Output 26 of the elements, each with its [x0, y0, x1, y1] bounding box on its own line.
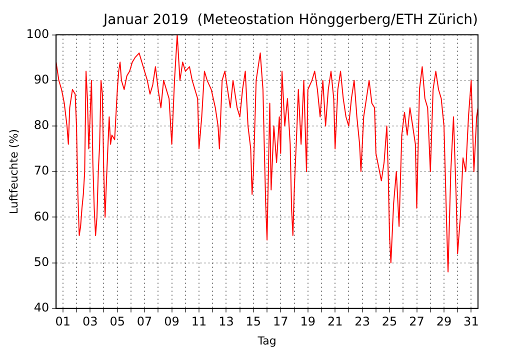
- x-tick-label: 25: [382, 314, 398, 329]
- x-tick-label: 29: [436, 314, 452, 329]
- x-tick-label: 17: [273, 314, 288, 329]
- y-tick-label: 40: [34, 300, 50, 315]
- x-axis-title: Tag: [256, 334, 276, 348]
- x-tick-label: 11: [191, 314, 207, 329]
- x-tick-label: 19: [300, 314, 316, 329]
- x-tick-label: 13: [218, 314, 234, 329]
- x-tick-label: 09: [164, 314, 180, 329]
- x-tick-label: 21: [327, 314, 343, 329]
- y-tick-label: 70: [34, 164, 50, 178]
- x-tick-label: 07: [136, 314, 152, 329]
- x-tick-label: 23: [354, 314, 370, 329]
- y-tick-label: 50: [34, 254, 50, 269]
- y-tick-label: 80: [34, 118, 50, 132]
- x-tick-label: 01: [55, 314, 71, 329]
- y-tick-label: 60: [34, 209, 50, 224]
- chart-title: Januar 2019 (Meteostation Hönggerberg/ETH Zürich): [102, 12, 478, 28]
- y-tick-label: 90: [34, 72, 50, 87]
- y-tick-label: 100: [26, 26, 50, 41]
- x-tick-label: 31: [464, 314, 479, 329]
- x-tick-label: 15: [246, 314, 262, 329]
- x-tick-label: 03: [82, 314, 98, 329]
- x-tick-label: 27: [409, 314, 424, 329]
- y-axis-title: Luftfeuchte (%): [7, 129, 20, 214]
- x-tick-label: 05: [110, 314, 125, 329]
